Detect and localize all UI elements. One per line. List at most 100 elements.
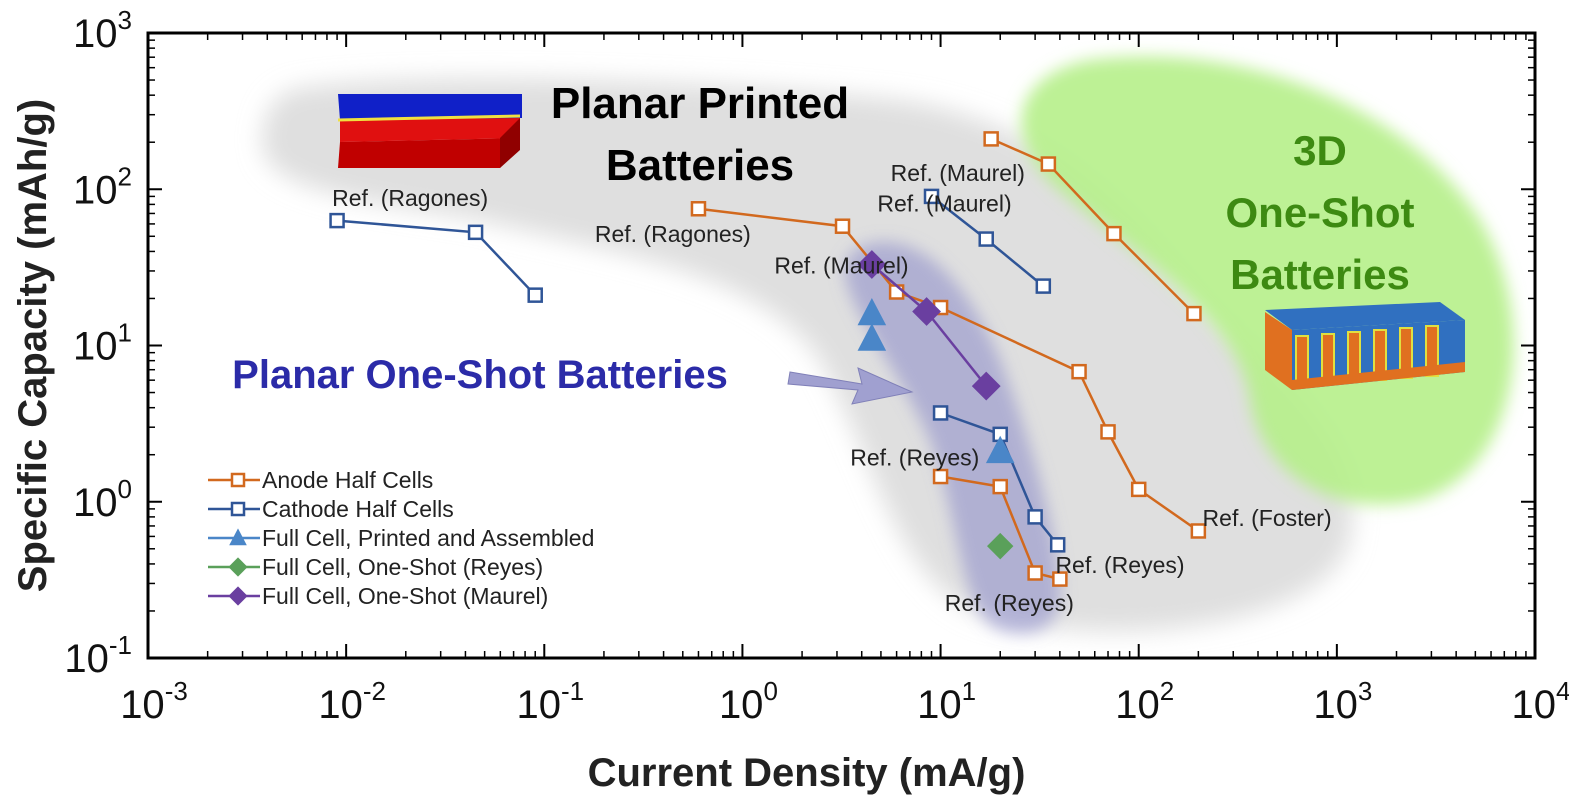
- data-point: [1100, 424, 1116, 440]
- data-point: [983, 131, 999, 147]
- data-point: [1040, 156, 1057, 172]
- legend-label: Full Cell, One-Shot (Maurel): [262, 583, 548, 609]
- illustrations: [337, 94, 1465, 390]
- annotations: Ref. (Ragones) Ref. (Ragones) Ref. (Maurel…: [332, 160, 1331, 616]
- legend-entry: Full Cell, Printed and Assembled: [208, 525, 594, 551]
- legend-marker: [229, 528, 247, 546]
- data-point: [329, 212, 345, 229]
- data-layer: [329, 131, 1207, 587]
- region-labels: Planar Printed Batteries Planar One-Shot B…: [232, 79, 1414, 397]
- axes: 10-3 10-2 10-1 100 101 102 103 104 10-1 100 101 102…: [11, 5, 1569, 795]
- legend-entry: Cathode Half Cells: [208, 496, 454, 522]
- ref-annotation: Ref. (Ragones): [595, 221, 751, 247]
- legend-label: Full Cell, Printed and Assembled: [262, 525, 594, 551]
- x-tick-label: 10-2: [318, 676, 386, 727]
- data-point: [690, 201, 707, 217]
- data-point: [1071, 363, 1087, 380]
- x-tick-label: 101: [917, 676, 976, 727]
- y-tick-label: 10-1: [64, 630, 132, 681]
- x-tick-label: 102: [1115, 676, 1174, 727]
- planar-one-shot-label: Planar One-Shot Batteries: [232, 353, 728, 397]
- legend-marker: [228, 557, 248, 577]
- y-tick-label: 102: [73, 161, 132, 212]
- data-point: [1186, 305, 1202, 322]
- data-point: [971, 371, 1001, 401]
- data-point: [1106, 225, 1122, 242]
- planar-one-shot-arrow: [787, 367, 914, 405]
- ref-annotation: Ref. (Maurel): [891, 160, 1025, 186]
- series-line: [940, 475, 1061, 581]
- legend-label: Cathode Half Cells: [262, 496, 454, 522]
- ref-annotation: Ref. (Reyes): [945, 590, 1074, 616]
- ref-annotation: Ref. (Reyes): [1055, 552, 1184, 578]
- ref-annotation: Ref. (Foster): [1203, 505, 1332, 531]
- series-line: [990, 137, 1195, 315]
- legend: Anode Half Cells Cathode Half Cells Full C…: [208, 467, 594, 609]
- data-point: [992, 478, 1008, 495]
- y-tick-label: 103: [73, 5, 132, 56]
- series-full-maurel: [857, 250, 1001, 401]
- series-anode: [932, 468, 1068, 587]
- data-point: [527, 287, 543, 303]
- data-point: [1027, 509, 1043, 525]
- planar-printed-region: [261, 78, 1353, 632]
- x-tick-label: 103: [1313, 676, 1372, 727]
- series-line: [698, 207, 1200, 533]
- ref-annotation: Ref. (Ragones): [332, 185, 488, 211]
- planar-one-shot-region: [844, 241, 1061, 634]
- data-point: [985, 435, 1015, 464]
- ref-annotation: Ref. (Maurel): [774, 252, 908, 278]
- data-point: [888, 284, 905, 300]
- data-point: [932, 468, 949, 485]
- 3d-one-shot-region: [1021, 56, 1514, 505]
- data-point: [1035, 278, 1052, 294]
- data-point: [857, 323, 887, 351]
- series-line: [336, 219, 537, 297]
- legend-entry: Full Cell, One-Shot (Maurel): [208, 583, 548, 609]
- data-point: [1049, 537, 1066, 553]
- series-cathode: [932, 405, 1066, 553]
- data-point: [857, 250, 887, 279]
- y-axis-title: Specific Capacity (mAh/g): [11, 99, 55, 592]
- x-tick-label: 10-1: [516, 676, 584, 727]
- data-point: [932, 405, 949, 421]
- legend-marker: [230, 501, 246, 517]
- legend-label: Anode Half Cells: [262, 467, 433, 493]
- data-point: [1190, 523, 1207, 539]
- x-tick-label: 10-3: [120, 676, 188, 727]
- legend-label: Full Cell, One-Shot (Reyes): [262, 554, 543, 580]
- series-cathode: [923, 188, 1052, 294]
- series-anode: [690, 201, 1207, 539]
- data-point: [1130, 481, 1147, 498]
- planar-battery-icon: [337, 94, 522, 168]
- legend-entry: Full Cell, One-Shot (Reyes): [208, 554, 543, 580]
- data-point: [834, 218, 851, 234]
- data-point: [1052, 571, 1068, 587]
- ref-annotation: Ref. (Maurel): [877, 191, 1011, 217]
- series-line: [940, 411, 1059, 546]
- legend-entry: Anode Half Cells: [208, 467, 433, 493]
- 3d-one-shot-label: 3D One-Shot Batteries: [1226, 127, 1415, 298]
- regions: [261, 56, 1514, 634]
- planar-printed-label: Planar Printed Batteries: [551, 79, 849, 190]
- series-cathode: [329, 212, 543, 303]
- data-point: [912, 297, 941, 326]
- x-axis-title: Current Density (mA/g): [588, 751, 1026, 795]
- data-point: [978, 231, 994, 247]
- series-full-reyes: [987, 532, 1014, 560]
- data-point: [987, 532, 1014, 560]
- series-full-printed: [857, 298, 1015, 464]
- data-point: [467, 224, 484, 241]
- data-point: [857, 298, 887, 326]
- y-tick-label: 100: [73, 474, 132, 525]
- y-tick-label: 101: [73, 318, 132, 369]
- x-tick-label: 104: [1512, 676, 1569, 727]
- legend-marker: [228, 586, 248, 606]
- legend-marker: [230, 472, 246, 488]
- data-point: [1027, 565, 1043, 581]
- series-anode: [983, 131, 1202, 322]
- 3d-battery-icon: [1265, 302, 1465, 390]
- data-point: [923, 188, 940, 205]
- x-tick-label: 100: [719, 676, 778, 727]
